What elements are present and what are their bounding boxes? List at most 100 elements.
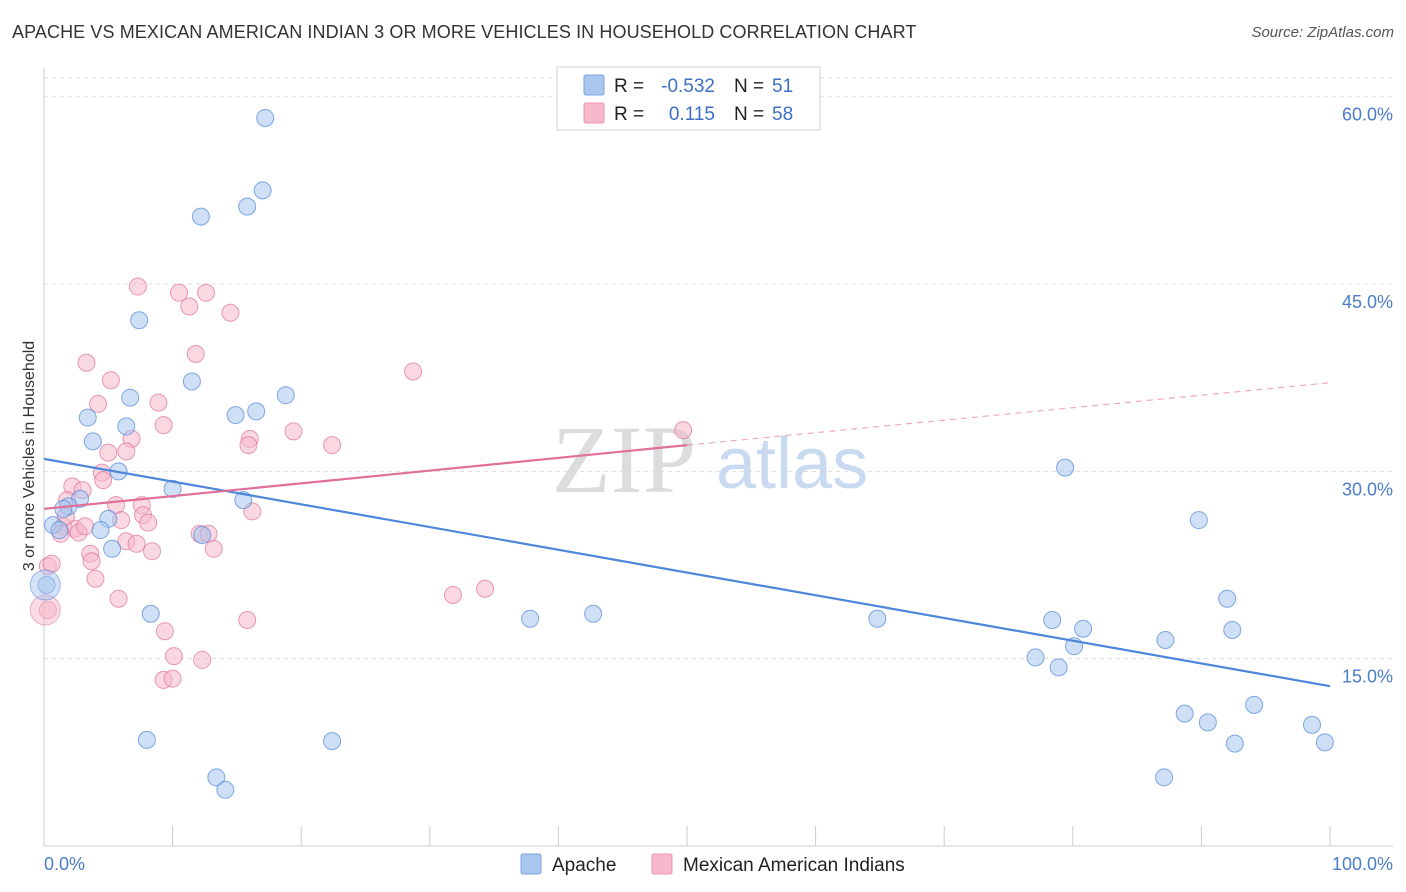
data-point (121, 388, 140, 407)
legend-n-label-mexican: N = (734, 104, 764, 125)
data-point (1074, 619, 1093, 638)
data-point (197, 283, 216, 302)
data-point (94, 471, 113, 490)
axes (43, 68, 1393, 847)
data-point (128, 277, 147, 296)
legend-swatch-apache (583, 74, 605, 96)
data-point (1302, 715, 1321, 734)
trend-line-mexican (43, 444, 688, 510)
y-tick-label: 45.0% (1342, 292, 1393, 312)
data-point (216, 780, 235, 799)
data-point (86, 569, 105, 588)
legend-n-value-apache: 51 (772, 76, 793, 97)
data-point (323, 732, 342, 751)
data-point (191, 207, 210, 226)
data-point (1056, 458, 1075, 477)
data-point (186, 344, 205, 363)
bottom-legend-label-mexican: Mexican American Indians (683, 855, 905, 876)
legend-bottom: Apache Mexican American Indians (520, 853, 905, 876)
data-point (193, 650, 212, 669)
legend-r-label-apache: R = (614, 76, 644, 97)
data-point (1189, 511, 1208, 530)
data-point (221, 303, 240, 322)
data-point (239, 436, 258, 455)
source-credit: Source: ZipAtlas.com (1251, 24, 1394, 41)
data-point (404, 362, 423, 381)
data-point (99, 443, 118, 462)
bottom-legend-swatch-mexican (651, 853, 673, 875)
data-point (82, 552, 101, 571)
data-point (1175, 704, 1194, 723)
legend-n-value-mexican: 58 (772, 104, 793, 125)
data-point (674, 421, 693, 440)
data-point (54, 499, 73, 518)
y-axis-label: 3 or more Vehicles in Household (21, 341, 38, 571)
x-tick-label-max: 100.0% (1332, 854, 1393, 874)
data-point (284, 422, 303, 441)
data-point (226, 406, 245, 425)
bottom-legend-label-apache: Apache (552, 855, 616, 876)
data-point (238, 610, 257, 629)
trend-lines (43, 382, 1331, 688)
data-point (130, 311, 149, 330)
data-point (77, 353, 96, 372)
data-point (163, 669, 182, 688)
y-tick-labels: 15.0% 30.0% 45.0% 60.0% (1342, 105, 1393, 687)
series-mexican-american-indians-points (29, 277, 693, 689)
data-point-large (29, 569, 61, 601)
data-point (1155, 768, 1174, 787)
y-tick-label: 60.0% (1342, 105, 1393, 125)
data-point (164, 647, 183, 666)
data-point (521, 609, 540, 628)
legend-r-label-mexican: R = (614, 104, 644, 125)
data-point (247, 402, 266, 421)
data-point (1198, 713, 1217, 732)
data-point (143, 542, 162, 561)
data-point (170, 283, 189, 302)
data-point (1218, 589, 1237, 608)
data-point (256, 108, 275, 127)
data-point (117, 417, 136, 436)
data-point (127, 534, 146, 553)
data-point (163, 479, 182, 498)
data-point (323, 436, 342, 455)
data-point (204, 539, 223, 558)
watermark-zip: ZIP (552, 406, 696, 513)
data-point (76, 517, 95, 536)
data-point (476, 579, 495, 598)
x-tick-label-min: 0.0% (44, 854, 85, 874)
data-point (109, 589, 128, 608)
data-point (83, 432, 102, 451)
trend-line-mexican-extrapolated (686, 382, 1331, 446)
legend-r-value-apache: -0.532 (661, 76, 715, 97)
data-point (89, 394, 108, 413)
chart-title: APACHE VS MEXICAN AMERICAN INDIAN 3 OR M… (12, 22, 917, 42)
data-point (117, 442, 136, 461)
legend-swatch-mexican (583, 102, 605, 124)
data-point (207, 768, 226, 787)
data-point (1156, 630, 1175, 649)
data-point (139, 513, 158, 532)
data-point (1026, 648, 1045, 667)
data-point (238, 197, 257, 216)
data-point (1245, 695, 1264, 714)
data-point (91, 521, 110, 540)
data-point (182, 372, 201, 391)
legend-r-value-mexican: 0.115 (669, 104, 715, 125)
data-point (78, 408, 97, 427)
y-tick-label: 30.0% (1342, 479, 1393, 499)
legend-top: R = -0.532 N = 51 R = 0.115 N = 58 (556, 66, 821, 131)
data-point (141, 604, 160, 623)
data-point (584, 604, 603, 623)
data-point (1223, 620, 1242, 639)
legend-n-label-apache: N = (734, 76, 764, 97)
watermark: ZIP atlas (552, 406, 868, 513)
data-point (1049, 658, 1068, 677)
data-point (1225, 734, 1244, 753)
data-point (193, 526, 212, 545)
data-point (137, 730, 156, 749)
data-point (155, 622, 174, 641)
data-point (50, 521, 69, 540)
data-point (1043, 610, 1062, 629)
